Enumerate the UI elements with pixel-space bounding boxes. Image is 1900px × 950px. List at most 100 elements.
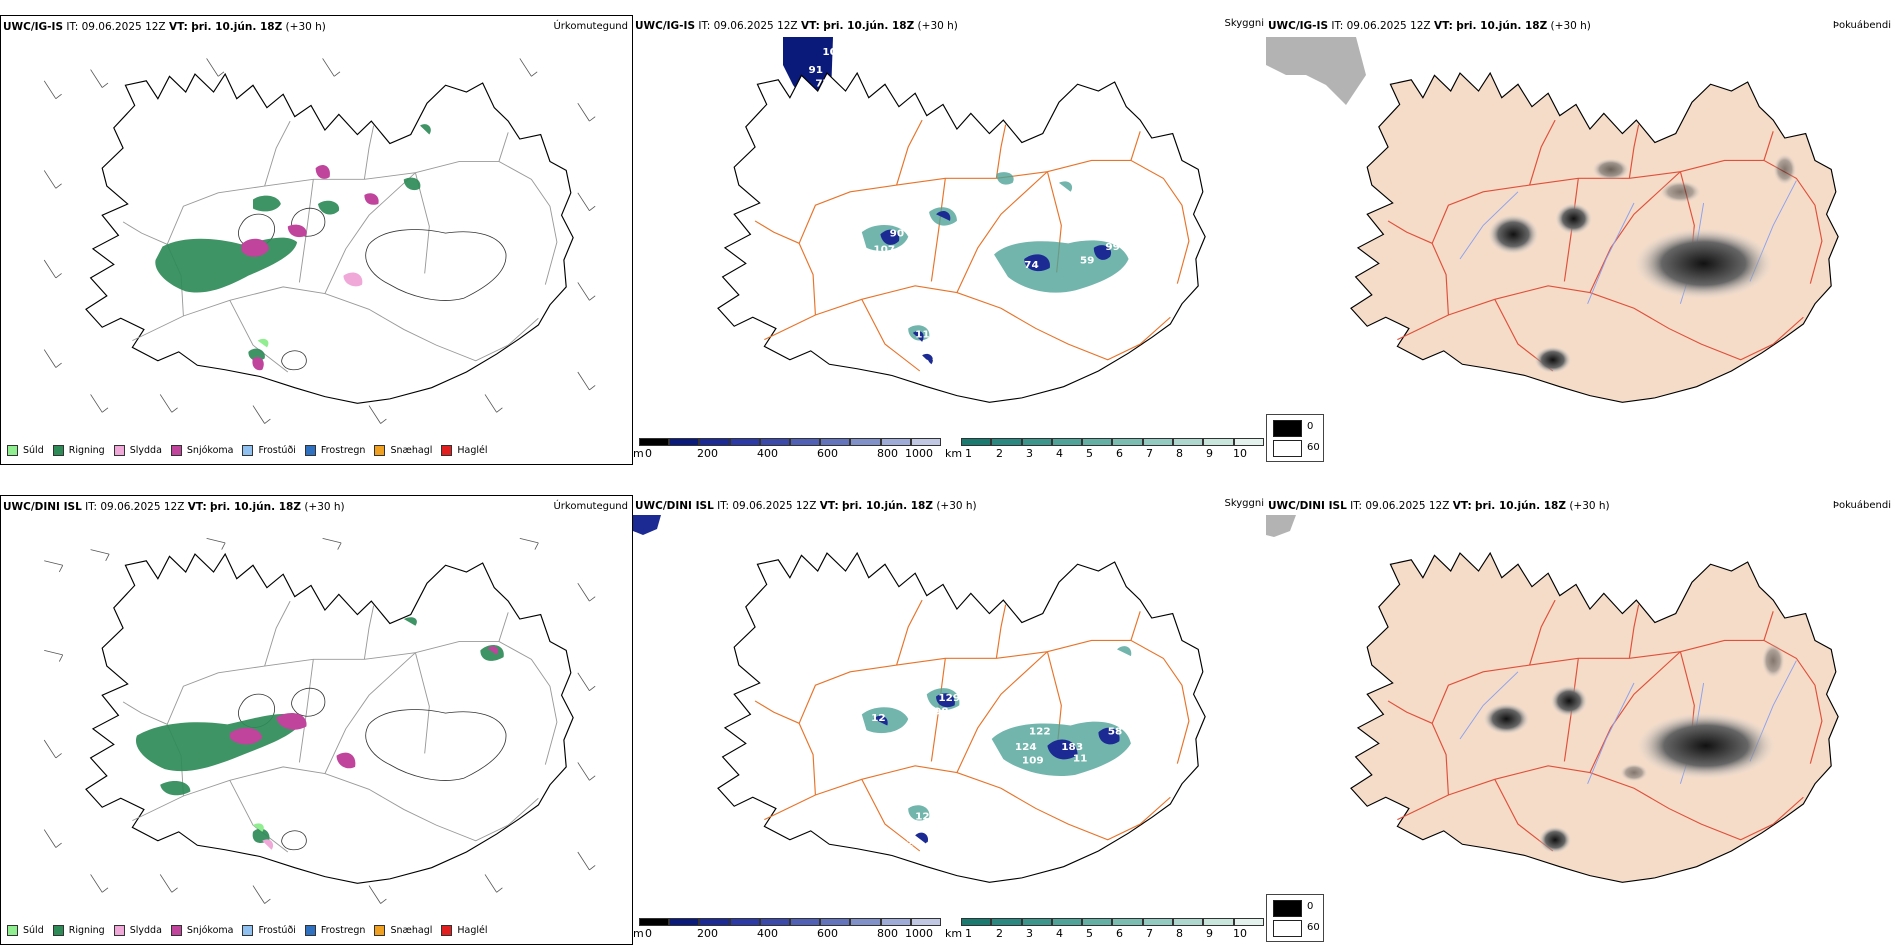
- cloud-numbers: 12 129 198 122 124 183 58 109 11 122 60 …: [871, 692, 1122, 852]
- rain-areas: [135, 617, 504, 843]
- visibility-tick: 4: [1056, 927, 1063, 940]
- cloud-number: 124: [1015, 741, 1037, 753]
- cloudbase-colorbar-labels: m 0 200 400 600 800 1000: [633, 927, 953, 941]
- lead-time: (+30 h): [285, 21, 326, 33]
- visibility-map: 12 129 198 122 124 183 58 109 11 122 60 …: [633, 515, 1206, 883]
- valid-time: þri. 10.jún. 18Z: [210, 501, 301, 513]
- cloudbase-colorbar: [639, 918, 941, 926]
- drizzle-areas: [253, 823, 264, 832]
- cloud-number: 79: [915, 358, 930, 370]
- valid-time: þri. 10.jún. 18Z: [842, 500, 933, 512]
- legend-swatch: [7, 925, 18, 936]
- low-cloudbase-areas: [873, 693, 1120, 845]
- cloud-number: 122: [915, 811, 937, 823]
- fog-legend-swatch-0: [1273, 420, 1302, 437]
- visibility-colorbar: [961, 438, 1264, 446]
- fog-map: [1266, 37, 1839, 403]
- model-name: UWC/DINI ISL: [1268, 500, 1347, 512]
- iceland-land: [1350, 72, 1839, 403]
- colorbar-segment: [1112, 918, 1143, 926]
- visibility-tick: 3: [1026, 927, 1033, 940]
- cloudbase-tick: 200: [697, 927, 718, 940]
- colorbar-segment: [910, 918, 941, 926]
- legend-label: Snæhagl: [390, 925, 433, 936]
- legend-swatch: [304, 925, 316, 936]
- colorbar-segment: [1051, 918, 1083, 926]
- colorbar-segment: [1021, 438, 1052, 446]
- colorbar-segment: [1142, 438, 1174, 446]
- legend-swatch: [113, 925, 125, 936]
- fog-legend-swatch-60: [1273, 920, 1302, 937]
- visibility-tick: 2: [996, 447, 1003, 460]
- legend-swatch: [304, 445, 316, 456]
- init-time-label: IT:: [1331, 20, 1344, 32]
- init-time-label: IT:: [66, 21, 79, 33]
- init-time: 09.06.2025 12Z: [713, 20, 798, 32]
- cloud-number: 59: [1080, 255, 1095, 267]
- colorbar-segment: [1173, 438, 1204, 446]
- colorbar-segment: [789, 438, 821, 446]
- model-name: UWC/IG-IS: [635, 20, 696, 32]
- legend-item: Haglél: [441, 925, 488, 936]
- cloud-number: 11: [1073, 753, 1088, 765]
- iceland-land: [1350, 552, 1839, 883]
- legend-label: Snjókoma: [186, 925, 234, 936]
- cloud-number: 99: [1105, 241, 1120, 253]
- legend-label: Súld: [23, 925, 44, 936]
- colorbar-segment: [699, 438, 730, 446]
- colorbar-segment: [1112, 438, 1143, 446]
- colorbar-segment: [850, 918, 881, 926]
- colorbar-segment: [669, 438, 700, 446]
- visibility-tick: 7: [1146, 927, 1153, 940]
- iceland-coastline: [717, 552, 1206, 883]
- visibility-tick: 3: [1026, 447, 1033, 460]
- legend-item: Frostregn: [304, 925, 365, 936]
- fog-legend-swatch-60: [1273, 440, 1302, 457]
- legend-label: Haglél: [457, 445, 488, 456]
- legend-swatch: [52, 925, 64, 936]
- legend-swatch: [242, 445, 254, 456]
- legend-item: Rigning: [52, 925, 105, 936]
- cloudbase-colorbar-labels: m 0 200 400 600 800 1000: [633, 447, 953, 461]
- colorbar-segment: [880, 438, 911, 446]
- cloud-number: 102: [822, 46, 844, 58]
- fog-area-sea: [1266, 37, 1366, 105]
- colorbar-segment: [759, 438, 790, 446]
- panel-header: UWC/IG-IS IT: 09.06.2025 12Z VT: þri. 10…: [635, 20, 958, 32]
- legend-swatch: [170, 925, 182, 936]
- legend-item: Snjókoma: [170, 925, 234, 936]
- cloud-number: 91: [808, 64, 823, 76]
- legend-swatch: [441, 445, 453, 456]
- legend-label: Snjókoma: [186, 445, 234, 456]
- fog-legend-label: 60: [1307, 922, 1320, 933]
- lead-time: (+30 h): [1550, 20, 1591, 32]
- visibility-tick: 4: [1056, 447, 1063, 460]
- cloudbase-tick: 400: [757, 447, 778, 460]
- valid-time: þri. 10.jún. 18Z: [191, 21, 283, 33]
- legend-swatch: [242, 925, 254, 936]
- fog-areas: [1487, 153, 1797, 374]
- visibility-tick: 10: [1233, 927, 1247, 940]
- cloud-number: 107: [873, 243, 895, 255]
- cloud-number: 22: [899, 838, 914, 850]
- legend-swatch: [52, 445, 64, 456]
- cloudbase-colorbar: [639, 438, 941, 446]
- panel-header: UWC/DINI ISL IT: 09.06.2025 12Z VT: þri.…: [1268, 500, 1610, 512]
- legend-swatch: [374, 445, 386, 456]
- legend-label: Súld: [23, 445, 44, 456]
- panel-header: UWC/DINI ISL IT: 09.06.2025 12Z VT: þri.…: [635, 500, 977, 512]
- cloudbase-tick: 200: [697, 447, 718, 460]
- panel-title: Skyggni: [1224, 18, 1264, 29]
- precip-map: [43, 538, 596, 904]
- legend-item: Frostregn: [304, 445, 365, 456]
- visibility-tick: 9: [1206, 927, 1213, 940]
- colorbar-segment: [699, 918, 730, 926]
- visibility-colorbar-labels: km 1 2 3 4 5 6 7 8 9 10: [945, 447, 1265, 461]
- cloudbase-tick: 800: [877, 447, 898, 460]
- colorbar-segment: [1173, 918, 1204, 926]
- init-time: 09.06.2025 12Z: [1346, 20, 1431, 32]
- precip-legend: Súld Rigning Slydda Snjókoma Frostúði Fr…: [7, 445, 488, 456]
- cloud-number: 105: [922, 344, 944, 356]
- cloudbase-tick: 0: [645, 447, 652, 460]
- colorbar-segment: [910, 438, 941, 446]
